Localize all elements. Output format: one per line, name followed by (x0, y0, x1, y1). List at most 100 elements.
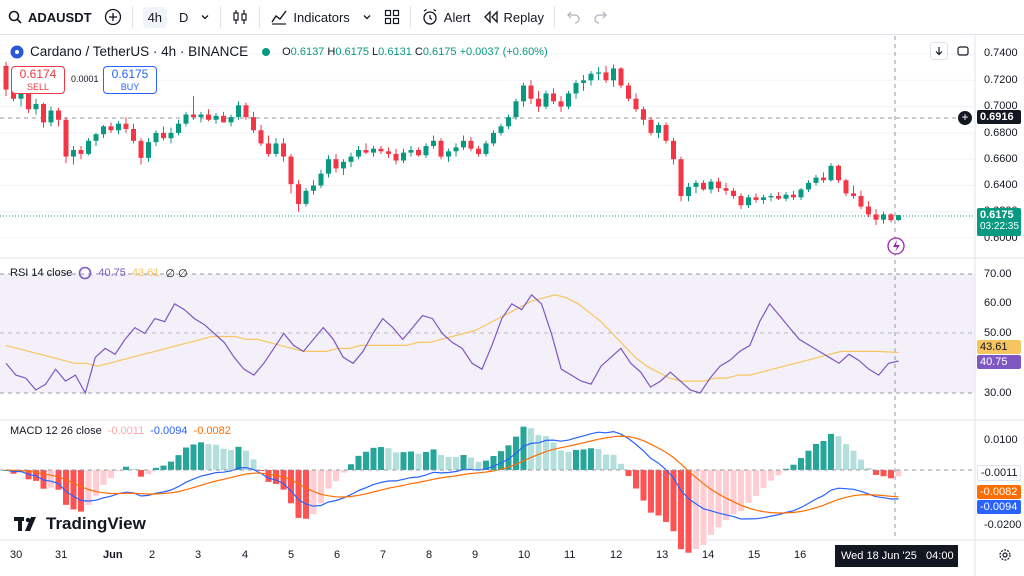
candle-body (566, 93, 571, 107)
rsi-label: RSI 14 close (10, 267, 73, 279)
time-tick: 7 (380, 549, 387, 561)
macd-histogram-bar (753, 470, 759, 496)
event-marker[interactable] (887, 237, 905, 255)
candle-body (273, 143, 279, 154)
candle-body (446, 151, 451, 157)
macd-histogram-bar (340, 470, 347, 473)
candle-body (798, 189, 804, 198)
candle-body (371, 148, 376, 153)
candle-body (33, 103, 39, 110)
chart-settings-button[interactable] (996, 546, 1014, 564)
candle-body (611, 68, 616, 81)
replay-button[interactable]: Replay (477, 0, 550, 34)
chart-legend: Cardano / TetherUS · 4h · BINANCE O0.613… (10, 44, 548, 59)
buy-button[interactable]: 0.6175 BUY (103, 66, 157, 94)
macd-histogram-bar (415, 453, 422, 470)
macd-histogram-bar (243, 450, 249, 470)
macd-tick: 0.0100 (984, 434, 1018, 446)
candle-body (318, 173, 324, 186)
candle-body (153, 132, 159, 143)
candle-body (333, 159, 339, 169)
spread-value: 0.0001 (71, 74, 99, 84)
macd-histogram-bar (115, 470, 122, 471)
scroll-down-button[interactable] (930, 42, 948, 60)
redo-button[interactable] (587, 0, 615, 34)
macd-histogram-bar (363, 451, 369, 470)
candle-body (303, 190, 309, 204)
macd-histogram-bar (535, 435, 542, 470)
price-tick: 0.6600 (984, 153, 1018, 165)
macd-histogram-bar (573, 449, 579, 470)
timeframe-d-label: D (179, 9, 189, 25)
rewind-icon (483, 10, 499, 24)
timeframe-dropdown[interactable] (194, 0, 216, 34)
macd-histogram-bar (220, 448, 227, 470)
cardano-logo-icon (10, 45, 24, 59)
rsi-tag: 40.75 (977, 355, 1021, 369)
macd-histogram-bar (468, 457, 474, 470)
macd-histogram-bar (655, 470, 662, 516)
sell-button[interactable]: 0.6174 SELL (11, 66, 65, 94)
candle-body (821, 177, 826, 181)
chart-type-button[interactable] (225, 0, 255, 34)
time-tick: 4 (242, 549, 249, 561)
candle-body (11, 89, 16, 99)
candle-body (251, 117, 256, 131)
candle-body (386, 151, 391, 154)
macd-histogram-bar (670, 470, 677, 532)
timeframe-4h[interactable]: 4h (137, 0, 173, 34)
macd-histogram-bar (790, 464, 797, 470)
rsi-ma-value: 43.61 (131, 267, 160, 279)
alert-label: Alert (443, 9, 471, 25)
candle-body (806, 182, 811, 190)
layouts-button[interactable] (378, 0, 406, 34)
macd-histogram-bar (678, 470, 684, 550)
macd-hist-tag: -0.0011 (977, 465, 1021, 481)
bar-countdown: 03:22:35 (980, 221, 1019, 232)
arrow-down-icon (934, 46, 944, 56)
macd-layer (0, 426, 975, 553)
sell-label: SELL (26, 82, 50, 92)
chevron-down-icon (362, 12, 372, 22)
macd-histogram-bar (183, 447, 189, 470)
macd-histogram-bar (348, 464, 354, 470)
macd-histogram-bar (370, 447, 377, 470)
alert-button[interactable]: Alert (415, 0, 477, 34)
crosshair-add-button[interactable]: + (958, 111, 972, 125)
macd-histogram-bar (280, 470, 287, 490)
indicators-button[interactable]: Indicators (264, 0, 355, 34)
macd-histogram-bar (378, 447, 384, 470)
candle-body (146, 142, 151, 158)
undo-button[interactable] (559, 0, 587, 34)
compare-button[interactable] (98, 0, 128, 34)
candle-body (708, 181, 714, 190)
macd-histogram-bar (730, 470, 737, 515)
timeframe-d[interactable]: D (173, 0, 194, 34)
symbol-search[interactable]: ADAUSDT (0, 0, 98, 34)
macd-histogram-bar (843, 444, 849, 470)
candle-body (483, 143, 489, 154)
candle-body (228, 117, 234, 123)
settings-circle-icon[interactable] (78, 266, 92, 280)
macd-histogram-bar (873, 470, 879, 475)
maximize-button[interactable] (954, 42, 972, 60)
macd-histogram-bar (198, 442, 204, 470)
candle-body (198, 114, 204, 118)
divider (220, 6, 222, 28)
time-tick: 11 (564, 549, 576, 561)
indicators-dropdown[interactable] (356, 0, 378, 34)
candle-body (476, 148, 481, 154)
candle-body (603, 72, 609, 81)
candle-body (168, 132, 174, 139)
macd-histogram-bar (213, 444, 219, 470)
macd-histogram-bar (603, 454, 609, 470)
timeframe-4h-label: 4h (142, 6, 168, 28)
candle-body (573, 82, 579, 94)
price-tick: 0.6400 (984, 179, 1018, 191)
candle-body (356, 149, 361, 157)
candle-body (656, 125, 661, 133)
candle-body (881, 214, 886, 220)
candle-body (63, 119, 69, 157)
macd-histogram-bar (783, 468, 789, 470)
